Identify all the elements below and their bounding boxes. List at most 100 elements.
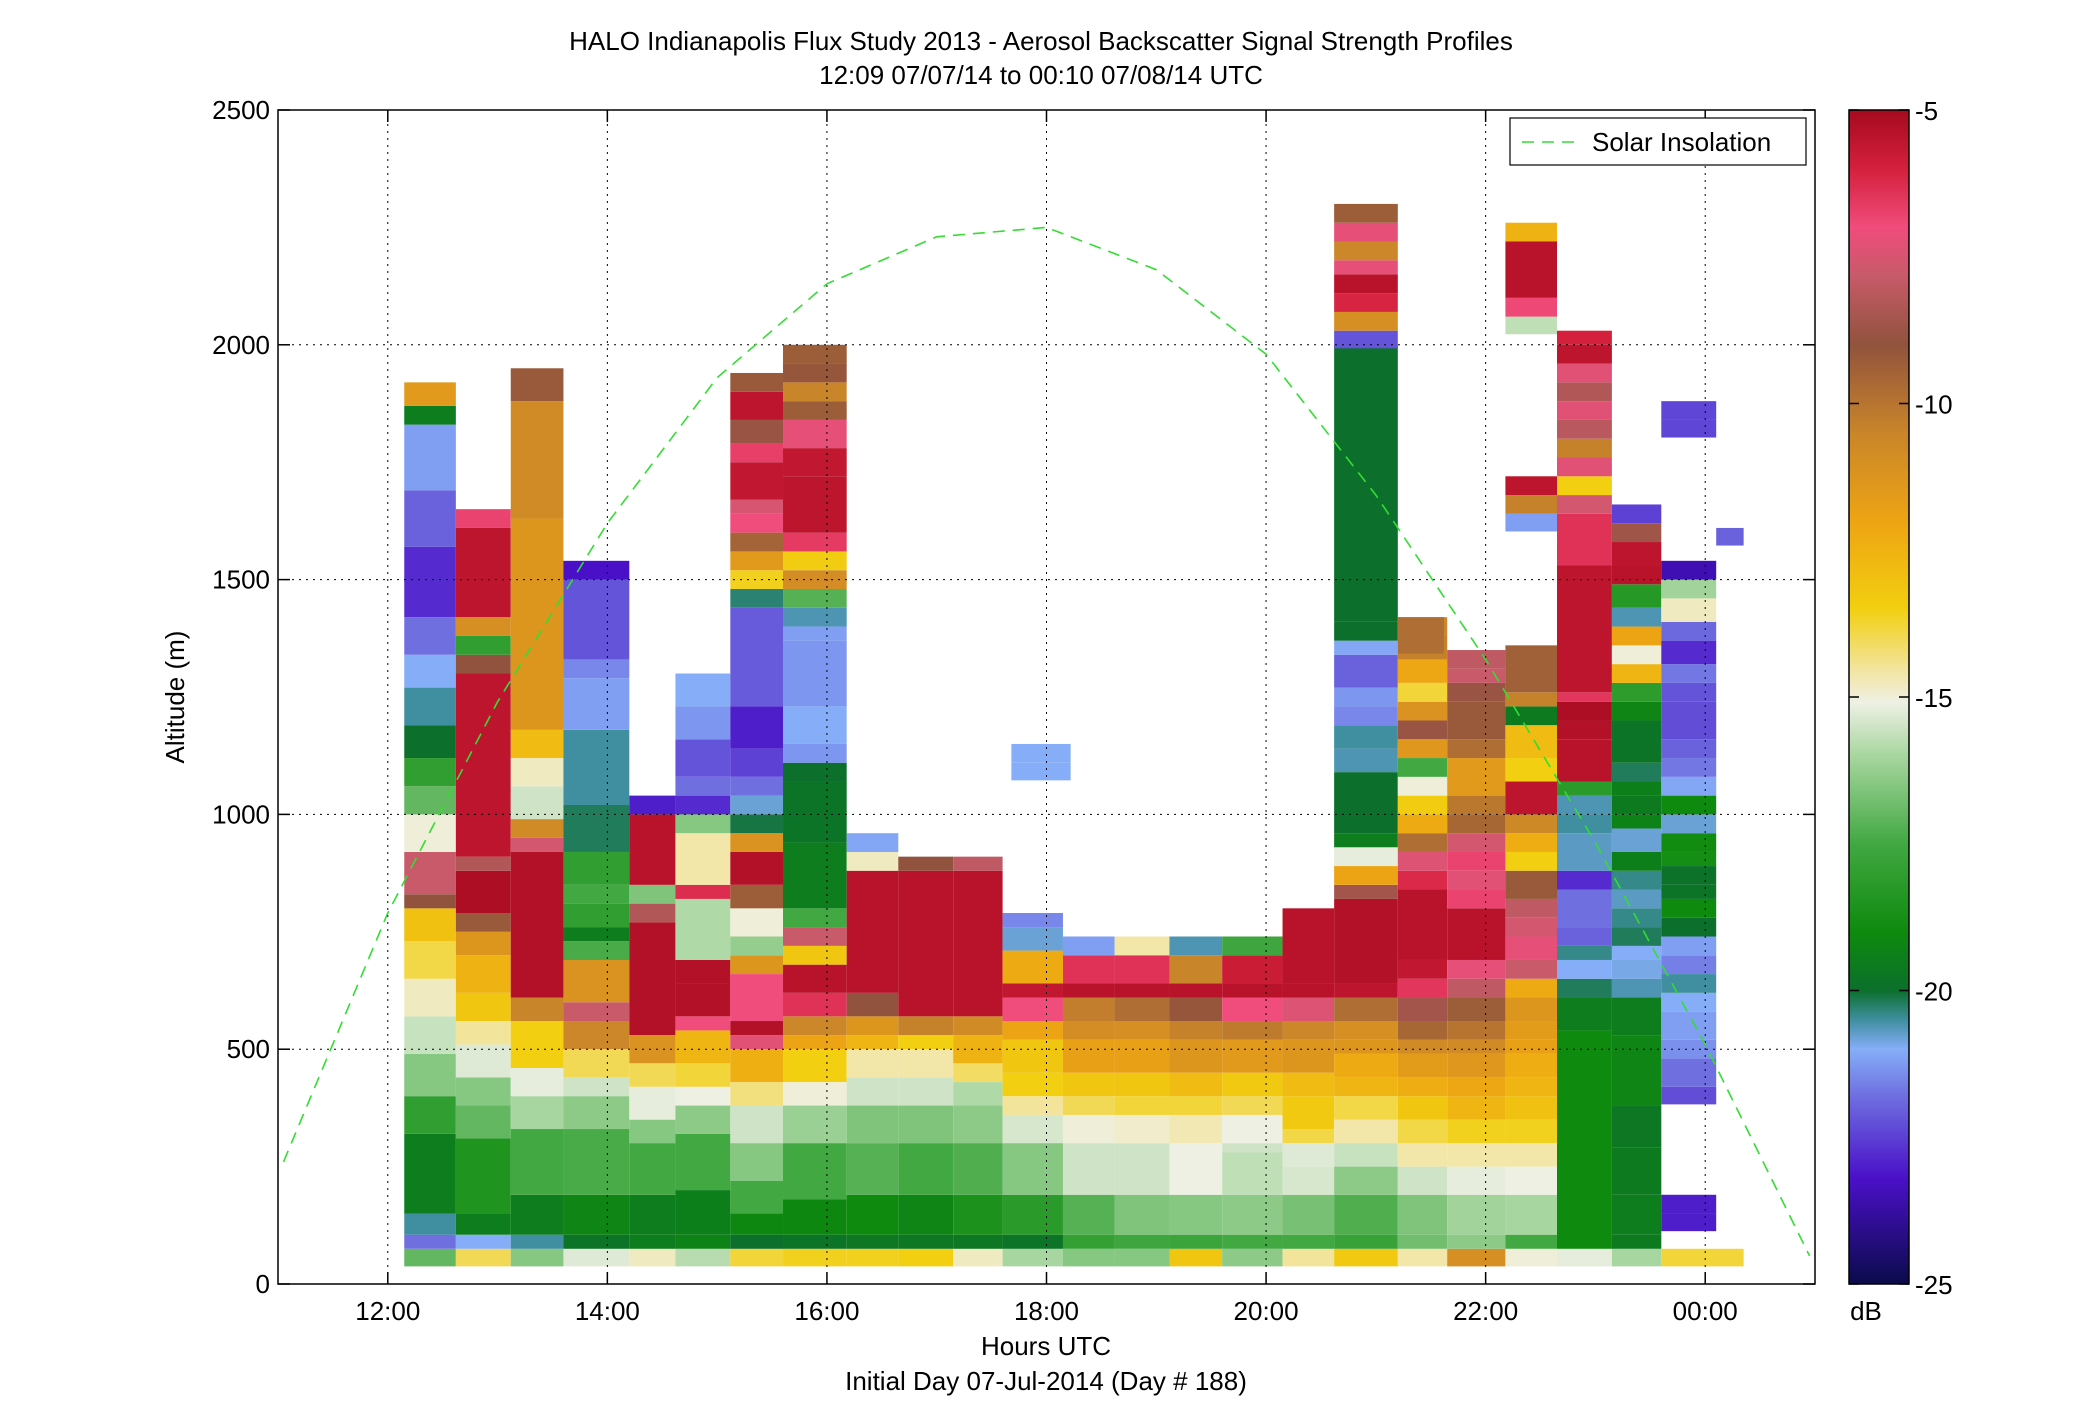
- heatmap-cell: [455, 1234, 511, 1249]
- heatmap-cell: [1114, 1248, 1170, 1267]
- heatmap-cell: [1002, 1143, 1063, 1195]
- heatmap-cell: [783, 1248, 847, 1267]
- heatmap-cell: [1397, 1194, 1448, 1235]
- heatmap-cell: [510, 786, 564, 820]
- heatmap-cell: [1397, 758, 1448, 777]
- heatmap-cell: [1505, 1248, 1558, 1267]
- heatmap-cell: [563, 927, 630, 942]
- heatmap-cell: [510, 819, 564, 838]
- heatmap-cell: [1661, 992, 1717, 1012]
- heatmap-cell: [1557, 833, 1612, 871]
- y-tick-label: 2500: [212, 95, 270, 125]
- heatmap-cell: [898, 1194, 954, 1235]
- heatmap-cell: [1062, 1248, 1115, 1267]
- heatmap-cell: [1397, 682, 1448, 702]
- heatmap-cell: [1505, 1053, 1558, 1078]
- heatmap-cell: [1505, 1119, 1558, 1144]
- heatmap-cell: [1611, 978, 1662, 998]
- heatmap-cell: [1334, 898, 1398, 984]
- heatmap-cell: [1447, 978, 1506, 998]
- heatmap-cell: [730, 1143, 784, 1181]
- heatmap-cell: [730, 833, 784, 852]
- heatmap-cell: [1062, 955, 1115, 984]
- heatmap-cell: [510, 401, 564, 519]
- heatmap-cell: [629, 795, 676, 815]
- heatmap-cell: [1062, 1143, 1115, 1195]
- heatmap-cell: [846, 992, 899, 1017]
- x-tick-label: 16:00: [794, 1296, 859, 1326]
- colorbar-tick-label: -20: [1915, 977, 1953, 1007]
- heatmap-cell: [1002, 1096, 1063, 1115]
- heatmap-cell: [1222, 1096, 1283, 1115]
- heatmap-cell: [1114, 1096, 1170, 1115]
- heatmap-cell: [675, 673, 731, 707]
- heatmap-cell: [675, 1016, 731, 1031]
- heatmap-cell: [1447, 1119, 1506, 1144]
- heatmap-cell: [455, 1021, 511, 1045]
- heatmap-cell: [953, 856, 1003, 871]
- heatmap-cell: [1447, 814, 1506, 834]
- heatmap-cell: [1334, 1119, 1398, 1144]
- heatmap-cell: [1447, 758, 1506, 796]
- heatmap-cell: [629, 1248, 676, 1267]
- heatmap-cell: [1397, 776, 1448, 796]
- heatmap-cell: [1447, 1194, 1506, 1235]
- heatmap-cell: [1505, 513, 1558, 532]
- heatmap-cell: [783, 945, 847, 965]
- heatmap-cell: [455, 654, 511, 674]
- heatmap-cell: [675, 795, 731, 815]
- heatmap-cell: [1661, 1058, 1717, 1087]
- heatmap-cell: [455, 527, 511, 618]
- heatmap-cell: [1611, 565, 1662, 585]
- heatmap-cell: [1222, 1194, 1283, 1235]
- heatmap-cell: [953, 1063, 1003, 1083]
- heatmap-cell: [404, 490, 456, 547]
- heatmap-cell: [510, 1096, 564, 1130]
- heatmap-cell: [1661, 598, 1717, 622]
- colorbar-tick-label: -25: [1915, 1270, 1953, 1300]
- heatmap-cell: [1557, 382, 1612, 402]
- heatmap-cell: [1505, 692, 1558, 707]
- heatmap-cell: [1334, 772, 1398, 834]
- heatmap-cell: [675, 1234, 731, 1249]
- heatmap-cell: [404, 405, 456, 425]
- heatmap-cell: [730, 776, 784, 796]
- heatmap-cell: [629, 1234, 676, 1249]
- heatmap-cells: [404, 203, 1744, 1267]
- heatmap-cell: [1397, 1234, 1448, 1249]
- heatmap-cell: [563, 560, 630, 580]
- heatmap-cell: [1397, 1119, 1448, 1144]
- heatmap-cell: [846, 851, 899, 871]
- heatmap-cell: [898, 1077, 954, 1106]
- heatmap-cell: [1282, 997, 1335, 1022]
- heatmap-cell: [510, 758, 564, 787]
- heatmap-cell: [1611, 927, 1662, 946]
- heatmap-cell: [783, 382, 847, 402]
- heatmap-cell: [783, 588, 847, 608]
- heatmap-cell: [1505, 706, 1558, 726]
- heatmap-cell: [1505, 978, 1558, 998]
- heatmap-cell: [846, 1049, 899, 1078]
- heatmap-cell: [1557, 344, 1612, 364]
- heatmap-cell: [1557, 945, 1612, 960]
- heatmap-cell: [455, 870, 511, 914]
- heatmap-cell: [1661, 640, 1717, 665]
- heatmap-cell: [1002, 1248, 1063, 1267]
- heatmap-cell: [1557, 889, 1612, 928]
- heatmap-cell: [1222, 955, 1283, 984]
- heatmap-cell: [1557, 927, 1612, 946]
- heatmap-cell: [1334, 1194, 1398, 1235]
- heatmap-cell: [1062, 936, 1115, 956]
- heatmap-cell: [898, 1105, 954, 1144]
- heatmap-cell: [1397, 1053, 1448, 1078]
- heatmap-cell: [953, 1143, 1003, 1195]
- heatmap-cell: [730, 1082, 784, 1106]
- heatmap-cell: [730, 936, 784, 956]
- heatmap-cell: [455, 1044, 511, 1078]
- heatmap-cell: [1002, 950, 1063, 984]
- heatmap-cell: [1611, 542, 1662, 566]
- heatmap-cell: [1002, 913, 1063, 928]
- heatmap-cell: [1661, 1086, 1717, 1105]
- solar-insolation-line: [282, 226, 1811, 1257]
- heatmap-cell: [1661, 1039, 1717, 1059]
